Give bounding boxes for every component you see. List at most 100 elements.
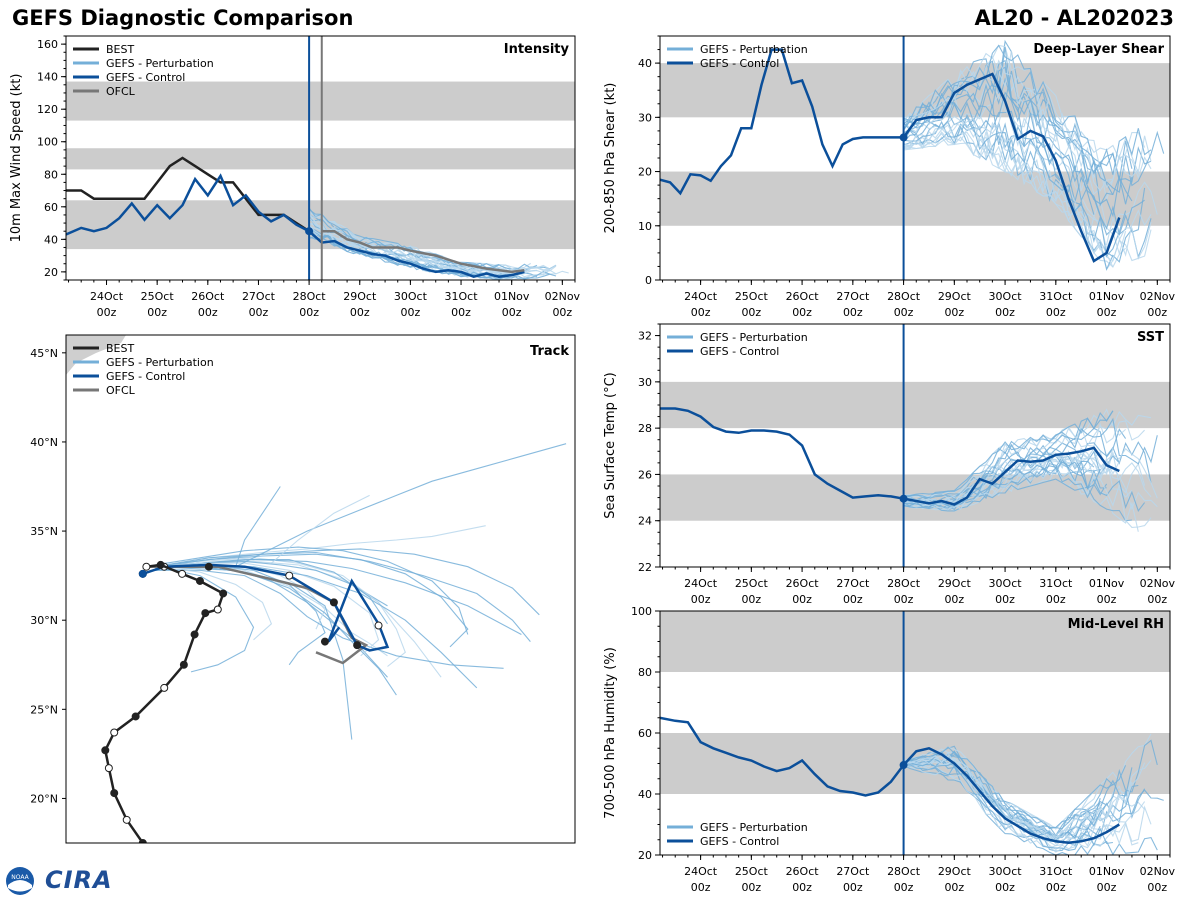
perturbation-line <box>903 422 1126 499</box>
perturbation-line <box>903 410 1114 498</box>
figure-title: GEFS Diagnostic Comparison <box>12 6 354 30</box>
x-tick-label: 26Oct <box>191 290 225 303</box>
x-tick-label: 28Oct <box>887 577 921 590</box>
perturbation-line <box>903 136 1114 268</box>
x-tick-sublabel: 00z <box>995 306 1015 319</box>
x-tick-sublabel: 00z <box>995 881 1015 894</box>
x-tick-label: 24Oct <box>684 577 718 590</box>
legend-label: GEFS - Perturbation <box>700 43 808 56</box>
x-tick-label: 29Oct <box>343 290 377 303</box>
perturbation-line <box>903 764 1113 851</box>
y-tick-label: 0 <box>645 274 652 287</box>
perturbation-line <box>903 471 1152 528</box>
perturbation-track <box>155 525 486 568</box>
x-tick-label: 31Oct <box>445 290 479 303</box>
perturbation-line <box>903 39 1133 181</box>
rh-panel: 20 40 60 80 100 24Oct 00z 25Oct 00z 26Oct 00z 27Oct… <box>603 605 1176 894</box>
x-tick-label: 25Oct <box>141 290 175 303</box>
x-tick-label: 02Nov <box>1140 577 1176 590</box>
control-track-marker <box>285 571 294 580</box>
x-tick-label: 01Nov <box>1089 865 1125 878</box>
y-tick-label: 20 <box>44 266 58 279</box>
best-track-marker <box>122 815 131 824</box>
axes-frame <box>65 334 576 844</box>
x-tick-sublabel: 00z <box>350 306 370 319</box>
x-tick-sublabel: 00z <box>894 593 914 606</box>
x-tick-sublabel: 00z <box>97 306 117 319</box>
intensity-band <box>66 81 575 121</box>
lat-tick-label: 40°N <box>30 436 58 449</box>
y-tick-label: 40 <box>638 788 652 801</box>
best-track-marker <box>104 764 113 773</box>
legend-label: GEFS - Perturbation <box>106 57 214 70</box>
y-axis-label: 10m Max Wind Speed (kt) <box>9 74 24 243</box>
perturbation-line <box>903 410 1114 497</box>
x-tick-sublabel: 00z <box>552 306 572 319</box>
panel-title: Mid-Level RH <box>1068 617 1164 632</box>
perturbation-line <box>903 113 1127 258</box>
x-tick-sublabel: 00z <box>995 593 1015 606</box>
x-tick-sublabel: 00z <box>1097 881 1117 894</box>
x-tick-label: 01Nov <box>494 290 530 303</box>
perturbation-track <box>271 494 370 564</box>
svg-text:NOAA: NOAA <box>11 874 29 881</box>
best-track-marker <box>156 560 165 569</box>
legend-label: GEFS - Control <box>700 835 779 848</box>
x-tick-sublabel: 00z <box>792 306 812 319</box>
init-marker <box>305 227 314 236</box>
x-tick-label: 28Oct <box>293 290 327 303</box>
x-tick-label: 25Oct <box>735 290 769 303</box>
best-track-marker <box>101 746 110 755</box>
perturbation-line <box>903 124 1101 244</box>
x-tick-sublabel: 00z <box>1097 593 1117 606</box>
perturbation-line <box>903 59 1139 192</box>
perturbation-line <box>903 117 1152 257</box>
control-line <box>660 407 1120 506</box>
x-tick-sublabel: 00z <box>1147 306 1167 319</box>
lat-tick-label: 20°N <box>30 792 58 805</box>
lat-tick-label: 45°N <box>30 347 58 360</box>
perturbation-line <box>903 91 1095 215</box>
best-track-marker <box>160 683 169 692</box>
best-track-marker <box>142 562 151 571</box>
legend-label: GEFS - Perturbation <box>106 356 214 369</box>
coastline-land <box>66 335 126 375</box>
x-tick-label: 01Nov <box>1089 577 1125 590</box>
best-track-marker <box>131 712 140 721</box>
x-tick-sublabel: 00z <box>198 306 218 319</box>
perturbation-line <box>903 44 1152 175</box>
x-tick-sublabel: 00z <box>691 306 711 319</box>
x-tick-sublabel: 00z <box>1097 306 1117 319</box>
perturbation-line <box>903 755 1146 837</box>
x-tick-label: 25Oct <box>735 865 769 878</box>
x-tick-label: 30Oct <box>989 577 1023 590</box>
init-marker <box>899 133 908 142</box>
intensity-band <box>660 381 1170 429</box>
control-track-marker <box>374 621 383 630</box>
x-tick-label: 27Oct <box>836 577 870 590</box>
init-marker <box>899 494 908 503</box>
y-tick-label: 22 <box>638 561 652 574</box>
perturbation-line <box>903 66 1133 207</box>
best-track-marker <box>195 576 204 585</box>
panel-title: Deep-Layer Shear <box>1033 42 1164 57</box>
x-tick-sublabel: 00z <box>843 593 863 606</box>
perturbation-track <box>155 548 540 616</box>
init-position-marker <box>138 569 147 578</box>
y-tick-label: 28 <box>638 422 652 435</box>
best-line <box>66 156 310 233</box>
x-tick-sublabel: 00z <box>944 306 964 319</box>
legend-label: GEFS - Control <box>700 57 779 70</box>
init-marker <box>899 761 908 770</box>
lat-tick-label: 35°N <box>30 525 58 538</box>
panel-title: Track <box>530 344 569 359</box>
y-tick-label: 30 <box>638 376 652 389</box>
x-tick-sublabel: 00z <box>792 881 812 894</box>
best-track-marker <box>110 789 119 798</box>
y-tick-label: 20 <box>638 849 652 862</box>
y-tick-label: 100 <box>631 605 652 618</box>
perturbation-track <box>155 551 531 642</box>
x-tick-sublabel: 00z <box>691 881 711 894</box>
perturbation-line <box>903 758 1108 845</box>
y-tick-label: 40 <box>638 57 652 70</box>
